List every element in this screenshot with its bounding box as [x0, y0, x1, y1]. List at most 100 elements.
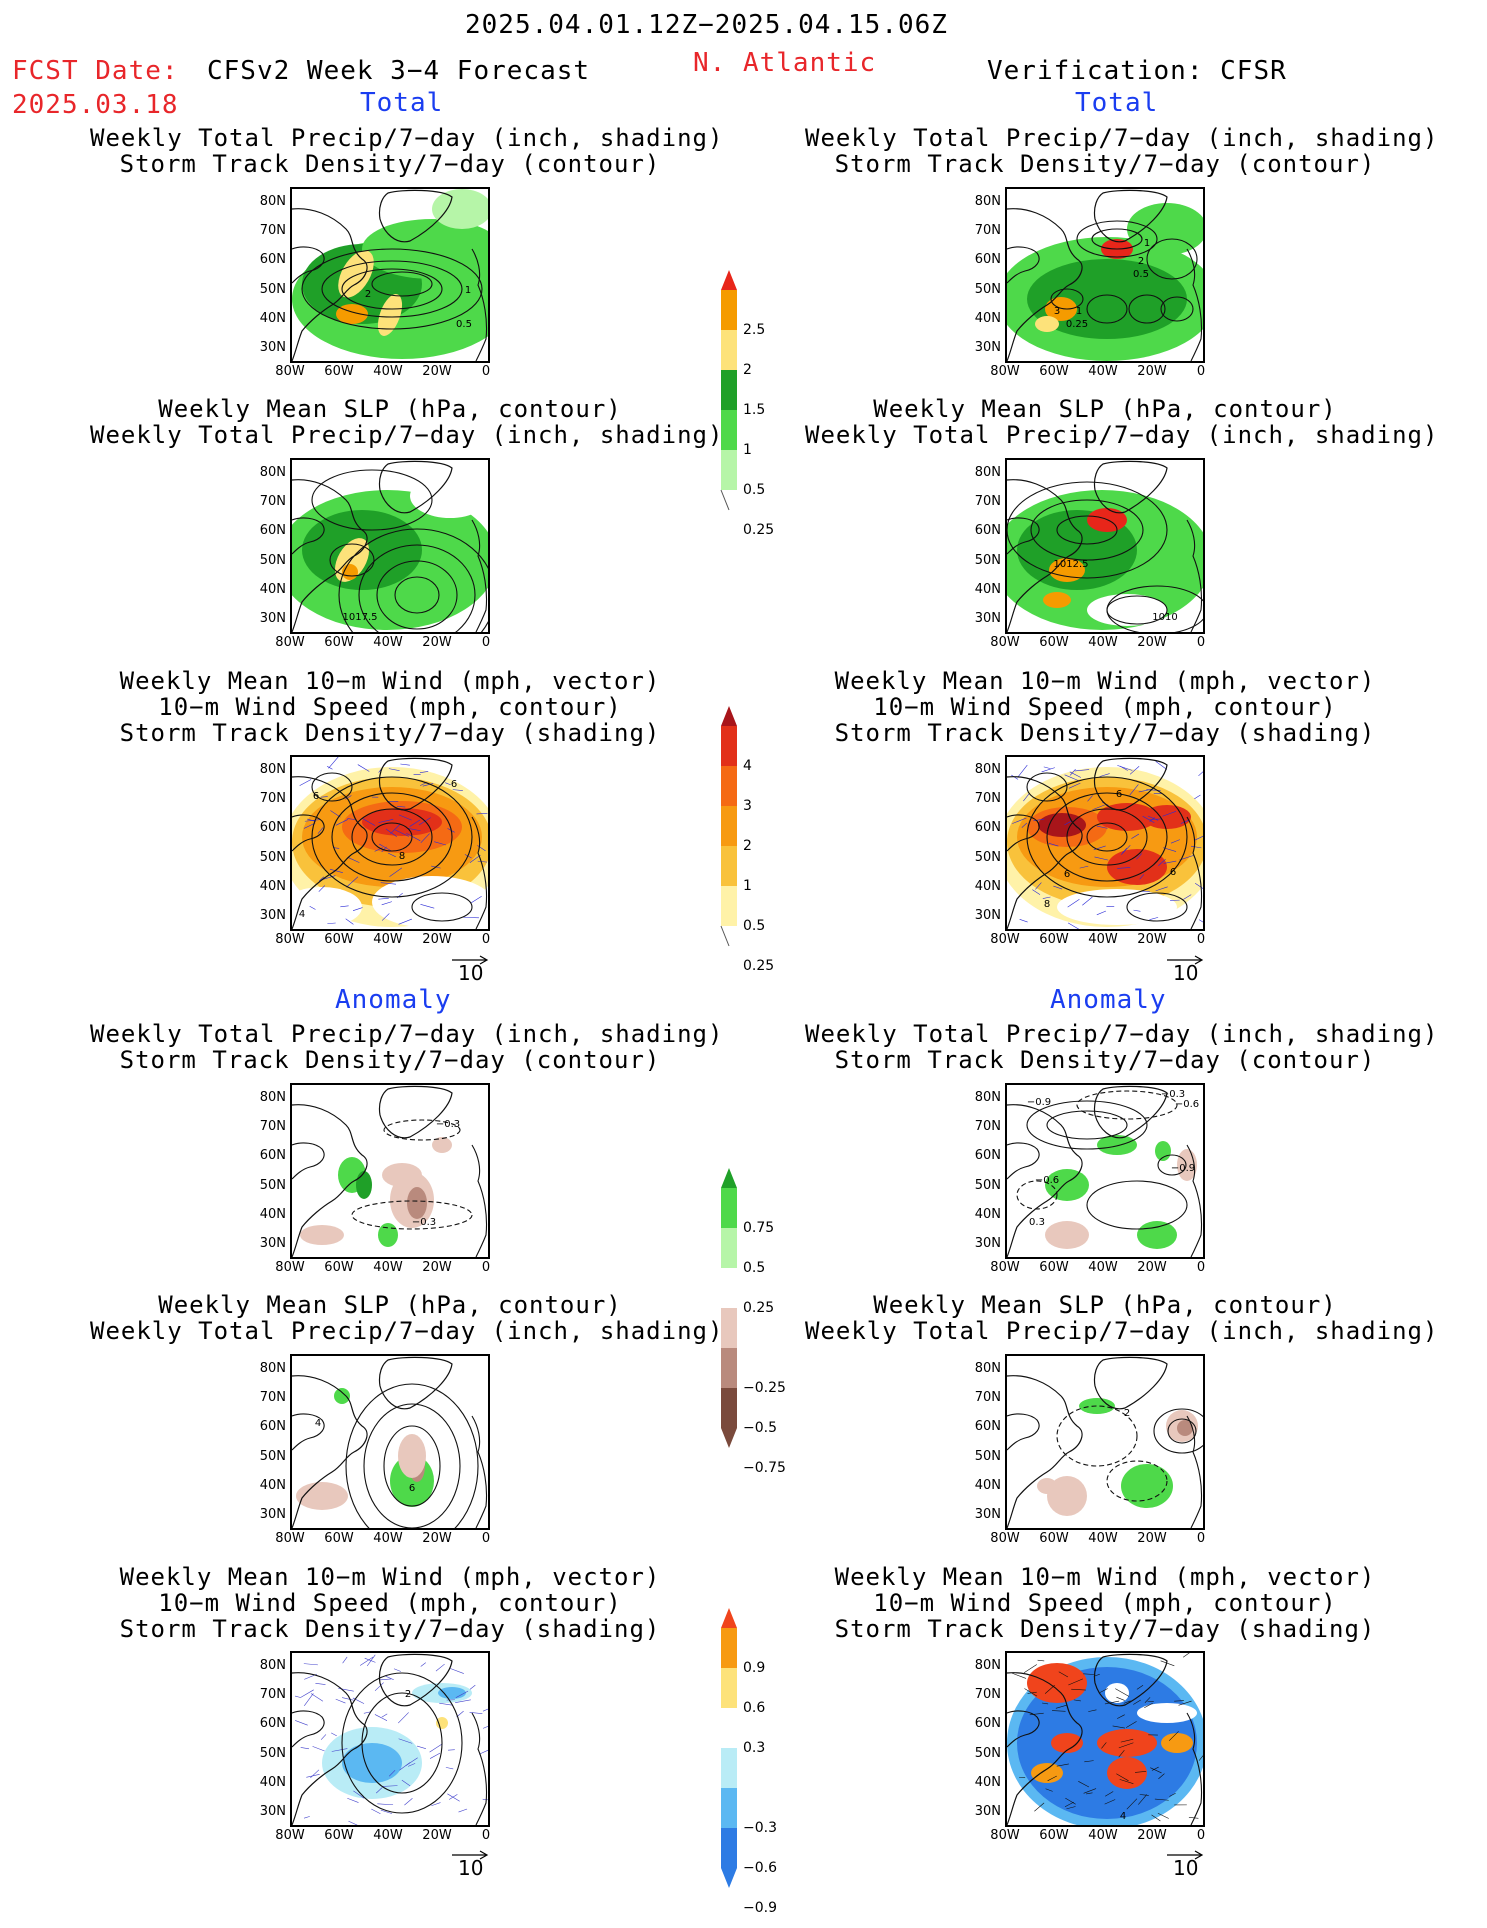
- map-panel-fc-a3: 2: [290, 1651, 490, 1827]
- y-tick-label: 50N: [967, 1178, 1001, 1193]
- anomaly-area: [356, 1171, 372, 1199]
- y-tick-label: 60N: [967, 252, 1001, 267]
- x-tick-label: 20W: [417, 932, 457, 947]
- anomaly-area: [1121, 1464, 1173, 1508]
- track-area: [1107, 849, 1167, 885]
- colorbar-tick-label: −0.25: [743, 1380, 786, 1396]
- panel-title-line: 10−m Wind Speed (mph, contour): [90, 694, 690, 720]
- contour-label: 4: [299, 909, 305, 920]
- y-tick-label: 80N: [967, 762, 1001, 777]
- wind-vector: [446, 1767, 453, 1769]
- wind-vector: [310, 1770, 319, 1778]
- greenland-coastline: [379, 1357, 452, 1408]
- y-tick-label: 40N: [252, 1775, 286, 1790]
- wind-vector: [470, 1685, 475, 1689]
- panel-title-line: Storm Track Density/7−day (contour): [90, 1047, 690, 1073]
- x-tick-label: 40W: [1083, 1531, 1123, 1546]
- wind-vector: [1020, 919, 1028, 922]
- colorbar-segment: [721, 1268, 737, 1308]
- contour-label: 1017.5: [343, 612, 378, 623]
- y-tick-label: 30N: [252, 611, 286, 626]
- x-tick-label: 20W: [417, 1828, 457, 1843]
- wind-vector: [483, 1724, 488, 1728]
- colorbar-segment: [721, 1708, 737, 1748]
- colorbar-tick-label: 1.5: [743, 402, 765, 418]
- y-tick-label: 80N: [967, 465, 1001, 480]
- colorbar-segment: [721, 1228, 737, 1268]
- wind-vector: [459, 1809, 468, 1812]
- contour-label: 4: [1120, 1811, 1126, 1822]
- colorbar-segment: [721, 410, 737, 450]
- contour-line: [1027, 1101, 1147, 1149]
- x-tick-label: 20W: [1132, 1531, 1172, 1546]
- panel-title-line: Weekly Mean 10−m Wind (mph, vector): [805, 1564, 1405, 1590]
- hudson-bay-coastline: [1007, 1143, 1039, 1179]
- x-tick-label: 60W: [319, 1260, 359, 1275]
- anomaly-area: [1037, 1478, 1057, 1494]
- wind-vector: [360, 1657, 373, 1666]
- wind-vector: [295, 1696, 301, 1698]
- x-tick-label: 60W: [1034, 1260, 1074, 1275]
- anomaly-area: [398, 1434, 426, 1478]
- panel-title-line: 10−m Wind Speed (mph, contour): [805, 694, 1405, 720]
- colorbar-tick-label: 2: [743, 362, 752, 378]
- panel-title-line: Weekly Mean SLP (hPa, contour): [805, 396, 1405, 422]
- y-tick-label: 30N: [967, 611, 1001, 626]
- x-tick-label: 20W: [1132, 1260, 1172, 1275]
- x-tick-label: 0: [466, 1260, 506, 1275]
- map-panel-fc-a1: −0.3−0.3: [290, 1083, 490, 1259]
- y-tick-label: 70N: [967, 1687, 1001, 1702]
- panel-title-line: Weekly Total Precip/7−day (inch, shading…: [805, 422, 1405, 448]
- y-tick-label: 50N: [967, 1746, 1001, 1761]
- x-tick-label: 20W: [417, 1260, 457, 1275]
- wind-vector: [1194, 795, 1200, 799]
- contour-label: 3: [1054, 306, 1060, 317]
- contour-line: [1087, 1181, 1187, 1229]
- colorbar-tick-label: 3: [743, 798, 752, 814]
- y-tick-label: 60N: [967, 523, 1001, 538]
- x-tick-label: 0: [466, 635, 506, 650]
- y-tick-label: 40N: [252, 1478, 286, 1493]
- y-tick-label: 80N: [967, 1361, 1001, 1376]
- y-tick-label: 60N: [252, 252, 286, 267]
- wind-vector: [417, 1746, 426, 1749]
- precip-area: [336, 304, 368, 324]
- wind-vector: [483, 1799, 488, 1801]
- colorbar-segment: [721, 450, 737, 490]
- y-tick-label: 60N: [967, 1716, 1001, 1731]
- wind-vector: [306, 1774, 319, 1777]
- anomaly-area: [1045, 1221, 1089, 1249]
- colorbar-tick-label: 2: [743, 838, 752, 854]
- x-tick-label: 80W: [270, 1531, 310, 1546]
- anomaly-area: [1161, 1733, 1193, 1753]
- panel-title-line: Weekly Mean SLP (hPa, contour): [90, 396, 690, 422]
- y-tick-label: 30N: [967, 908, 1001, 923]
- wind-vector: [377, 1804, 393, 1805]
- x-tick-label: 0: [466, 364, 506, 379]
- panel-title-line: Weekly Total Precip/7−day (inch, shading…: [805, 1318, 1405, 1344]
- y-tick-label: 60N: [252, 1716, 286, 1731]
- colorbar-segment: [721, 886, 737, 926]
- y-tick-label: 70N: [252, 494, 286, 509]
- y-tick-label: 40N: [252, 582, 286, 597]
- contour-label: 6: [313, 791, 319, 802]
- x-tick-label: 80W: [270, 932, 310, 947]
- wind-vector: [300, 780, 311, 786]
- colorbar-segment: [721, 726, 737, 766]
- colorbar-tick-label: 0.5: [743, 482, 765, 498]
- wind-vector: [301, 1690, 314, 1698]
- wind-vector: [421, 1663, 426, 1667]
- y-tick-label: 40N: [967, 1478, 1001, 1493]
- contour-label: −0.9: [1027, 1097, 1051, 1108]
- panel-title-line: Storm Track Density/7−day (shading): [90, 1616, 690, 1642]
- wind-vector: [343, 1657, 348, 1663]
- wind-vector: [304, 1664, 318, 1665]
- x-tick-label: 60W: [1034, 1531, 1074, 1546]
- contour-label: −0.9: [1171, 1163, 1195, 1174]
- wind-vector: [315, 1683, 325, 1684]
- x-tick-label: 80W: [270, 1260, 310, 1275]
- panel-title-line: Storm Track Density/7−day (shading): [805, 720, 1405, 746]
